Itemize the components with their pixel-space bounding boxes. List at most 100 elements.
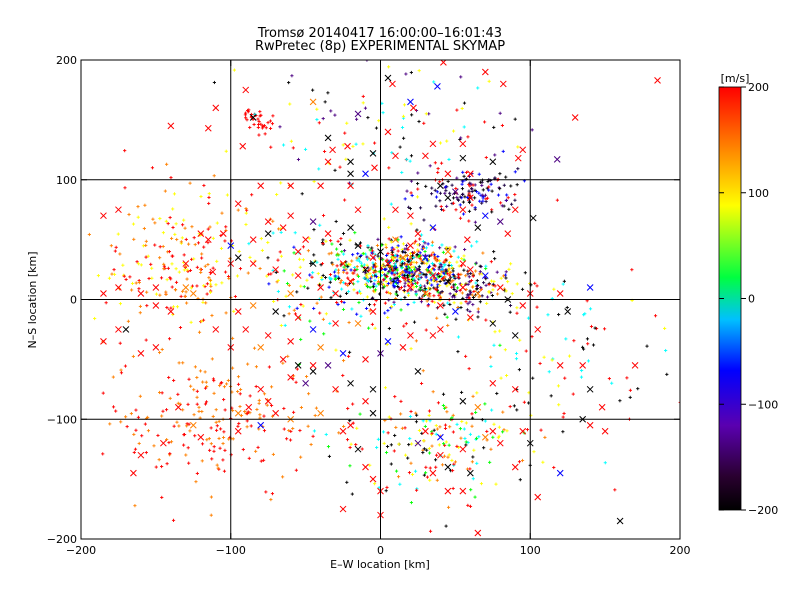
point (405, 157, 409, 161)
point (254, 449, 258, 453)
point (341, 143, 345, 147)
point (329, 109, 333, 113)
point (470, 203, 474, 207)
point (438, 191, 443, 195)
point (487, 188, 491, 192)
point (322, 149, 327, 154)
point (338, 294, 342, 298)
point (464, 236, 471, 243)
point (471, 394, 475, 398)
colorbar (719, 87, 741, 510)
point (424, 246, 429, 250)
point (381, 286, 385, 290)
point (423, 249, 427, 254)
point (262, 414, 266, 418)
point (425, 448, 429, 452)
point (267, 272, 271, 276)
point (414, 339, 418, 343)
point (478, 300, 482, 304)
point (445, 204, 449, 208)
point (154, 292, 159, 296)
point (461, 212, 466, 216)
point (419, 233, 424, 237)
point (443, 275, 447, 279)
point (287, 305, 292, 309)
point (460, 282, 464, 287)
point (230, 366, 235, 370)
point (204, 380, 208, 384)
point (519, 427, 527, 435)
point (527, 401, 531, 405)
point (309, 367, 317, 375)
point (464, 440, 468, 444)
point (475, 278, 479, 283)
point (625, 376, 629, 380)
point (189, 384, 193, 388)
point (490, 293, 494, 298)
point (471, 274, 475, 278)
point (341, 270, 346, 274)
point (197, 405, 201, 409)
point (468, 300, 472, 304)
point (381, 270, 385, 274)
point (480, 294, 484, 298)
point (175, 305, 180, 309)
point (513, 192, 517, 197)
point (270, 492, 275, 496)
point (557, 312, 561, 317)
point (339, 427, 347, 435)
point (460, 291, 464, 295)
point (398, 287, 402, 291)
point (438, 141, 443, 145)
point (208, 270, 212, 275)
point (245, 425, 249, 429)
point (164, 408, 169, 412)
point (130, 288, 134, 292)
point (184, 453, 188, 457)
point (393, 267, 397, 271)
point (167, 249, 172, 254)
point (430, 186, 434, 190)
point (427, 413, 431, 417)
point (352, 265, 357, 270)
point (234, 427, 242, 435)
point (347, 262, 351, 266)
point (195, 375, 199, 380)
point (440, 289, 444, 294)
point (412, 285, 416, 289)
point (357, 259, 362, 263)
point (445, 139, 449, 143)
point (493, 257, 497, 261)
point (193, 434, 197, 438)
point (398, 280, 402, 284)
point (324, 134, 332, 142)
point (127, 212, 131, 217)
point (272, 409, 280, 417)
point (403, 284, 407, 288)
point (451, 413, 455, 417)
point (466, 272, 470, 276)
point (459, 487, 467, 495)
point (514, 357, 519, 361)
point (467, 280, 471, 284)
point (223, 239, 227, 243)
point (181, 361, 185, 365)
point (177, 424, 181, 428)
point (208, 448, 212, 452)
point (374, 284, 378, 288)
point (447, 453, 451, 457)
point (511, 463, 519, 471)
point (168, 396, 172, 400)
point (372, 141, 377, 145)
point (500, 204, 504, 208)
point (384, 279, 388, 284)
point (445, 315, 449, 319)
point (471, 477, 475, 481)
point (345, 271, 349, 275)
point (182, 218, 186, 222)
point (477, 295, 481, 299)
point (503, 273, 508, 277)
point (442, 208, 446, 212)
point (302, 236, 309, 243)
point (459, 136, 463, 140)
